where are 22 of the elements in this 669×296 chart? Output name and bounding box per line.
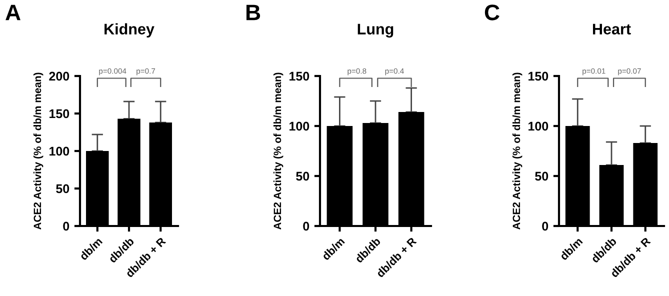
y-tick-label: 0 [63,222,70,231]
y-tick-label: 50 [535,172,548,181]
y-tick-label: 0 [542,222,548,231]
chart-title: Lung [358,24,394,38]
y-tick-label: 50 [56,184,70,194]
y-tick-label: 150 [528,72,548,81]
text: A [6,4,20,20]
y-tick-label: 0 [303,222,310,231]
y-tick-label: 100 [290,122,310,131]
chart-title: Kidney [104,23,154,38]
y-axis-title: ACE2 Activity (% of db/m mean) [273,72,284,230]
y-tick-label: 150 [50,109,70,118]
y-axis-title: ACE2 Activity (% of db/m mean) [33,72,44,230]
y-tick-label: 100 [50,146,70,156]
y-tick-label: 100 [528,122,548,131]
text: B [246,4,260,20]
y-tick-label: 200 [49,72,70,81]
y-axis-title: ACE2 Activity (% of db/m mean) [512,72,522,230]
y-tick-label: 50 [296,172,310,181]
text: C [484,4,500,20]
chart-title: Heart [592,24,631,34]
y-tick-label: 150 [290,72,310,81]
